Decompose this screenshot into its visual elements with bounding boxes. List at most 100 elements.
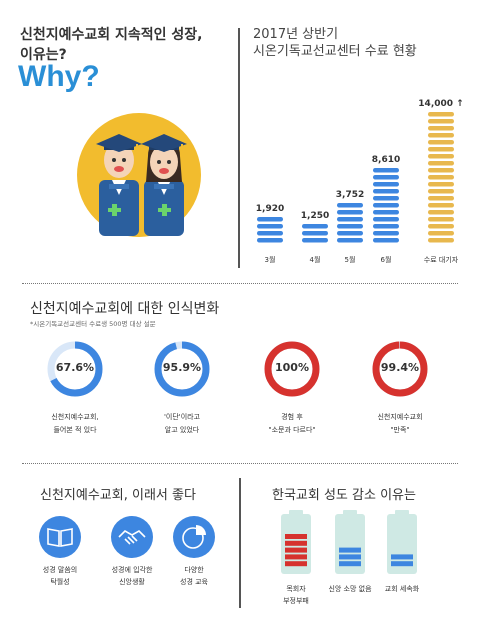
bar-2 [302,224,328,243]
graduates-illustration [77,113,201,237]
perception-value: 100% [275,361,309,374]
bar-1-segment [257,217,283,222]
good-item-2-line2: 신앙생활 [119,578,145,586]
bar-4 [373,168,399,243]
bar-4-segment [373,196,399,201]
bar-5 [428,112,454,243]
decline-caption-line1: 신앙 소망 없음 [328,585,372,593]
bar-1-value-label: 1,920 [256,204,284,214]
decline-title: 한국교회 성도 감소 이유는 [272,488,416,503]
battery-icon [281,510,311,574]
perception-value: 67.6% [55,361,95,374]
decline-caption-line1: 목회자 [286,585,306,593]
bar-5-segment [428,161,454,166]
chart-title-line2: 시온기독교선교센터 수료 현황 [253,44,417,59]
bar-3-value-label: 3,752 [336,190,364,200]
section-divider-1 [22,283,458,284]
section-divider-2 [22,463,458,464]
bar-3 [337,203,363,243]
bar-3-segment [337,231,363,236]
main-title-line1: 신천지예수교회 지속적인 성장, [20,27,203,43]
chart-title-line1: 2017년 상반기 [253,27,339,42]
battery-icon [387,510,417,574]
bar-4-segment [373,168,399,173]
battery-icon [335,510,365,574]
perception-caption-line1: 신천지예수교회, [51,413,99,421]
bar-chart: 1,920 3월 1,250 4월 3,752 5월 8,610 6월 14,000 ↑ 수료 대… [256,99,464,264]
good-item-1: 성경 말씀의 탁월성 [36,515,84,605]
bar-5-segment [428,189,454,194]
main-title-line2: 이유는? [20,47,67,63]
bar-4-segment [373,203,399,208]
decline-item-3: 교회 세속화 [378,508,426,613]
bar-5-segment [428,175,454,180]
bar-4-segment [373,224,399,229]
handshake-icon [111,516,153,558]
bar-5-segment [428,182,454,187]
perception-caption-line2: 알고 있었다 [164,426,200,434]
perception-item-3: 100% 경험 후 "소문과 다르다" [247,338,337,458]
perception-item-4: 99.4% 신천지예수교회 "만족" [355,338,445,458]
decline-item-2: 신앙 소망 없음 [326,508,374,613]
perception-caption-line2: "만족" [390,426,410,434]
bar-2-segment [302,224,328,229]
bar-5-segment [428,217,454,222]
bar-1-segment [257,224,283,229]
bar-5-segment [428,210,454,215]
book-icon [39,516,81,558]
bar-4-segment [373,182,399,187]
perception-caption-line1: 신천지예수교회 [377,413,423,421]
bar-1 [257,217,283,243]
good-item-1-line1: 성경 말씀의 [42,566,78,574]
perception-note: *시온기독교선교센터 수료생 500명 대상 설문 [30,320,156,328]
bar-4-category-label: 6월 [381,255,392,264]
perception-item-1: 67.6% 신천지예수교회, 들어본 적 있다 [30,338,120,458]
perception-ring [47,341,103,397]
bar-3-segment [337,217,363,222]
perception-value: 99.4% [380,361,420,374]
header-vertical-divider [238,28,240,268]
bar-5-segment [428,231,454,236]
bar-5-segment [428,168,454,173]
bar-5-segment [428,119,454,124]
bar-5-segment [428,133,454,138]
bar-4-segment [373,231,399,236]
bar-1-category-label: 3월 [265,255,276,264]
perception-value: 95.9% [162,361,202,374]
good-title: 신천지예수교회, 이래서 좋다 [40,488,196,503]
bar-4-segment [373,210,399,215]
good-item-3-line2: 성경 교육 [180,578,208,586]
bar-1-segment [257,231,283,236]
bar-4-segment [373,189,399,194]
perception-caption-line1: 경험 후 [281,413,303,421]
bar-5-segment [428,126,454,131]
perception-ring [372,341,428,397]
bar-5-segment [428,112,454,117]
decline-caption-line2: 부정부패 [283,597,309,605]
bar-2-category-label: 4월 [310,255,321,264]
bar-4-value-label: 8,610 [372,155,400,165]
good-item-1-line2: 탁월성 [50,578,70,586]
bar-5-segment [428,140,454,145]
bar-2-value-label: 1,250 [301,211,329,221]
bar-5-segment [428,196,454,201]
bar-3-segment [337,210,363,215]
good-item-3: 다양한 성경 교육 [170,515,218,605]
bar-4-segment [373,175,399,180]
perception-caption-line2: "소문과 다르다" [268,426,316,434]
bar-3-segment [337,224,363,229]
bottom-vertical-divider [239,478,241,608]
perception-ring [264,341,320,397]
bar-2-segment [302,231,328,236]
bar-5-segment [428,147,454,152]
perception-title: 신천지예수교회에 대한 인식변화 [30,301,220,317]
bar-3-segment [337,203,363,208]
perception-ring [154,341,210,397]
good-item-2: 성경에 입각한 신앙생활 [108,515,156,605]
perception-caption-line2: 들어본 적 있다 [53,426,97,434]
perception-caption-line1: '이단'이라고 [163,413,201,421]
bar-4-segment [373,238,399,243]
good-item-3-line1: 다양한 [184,566,204,574]
